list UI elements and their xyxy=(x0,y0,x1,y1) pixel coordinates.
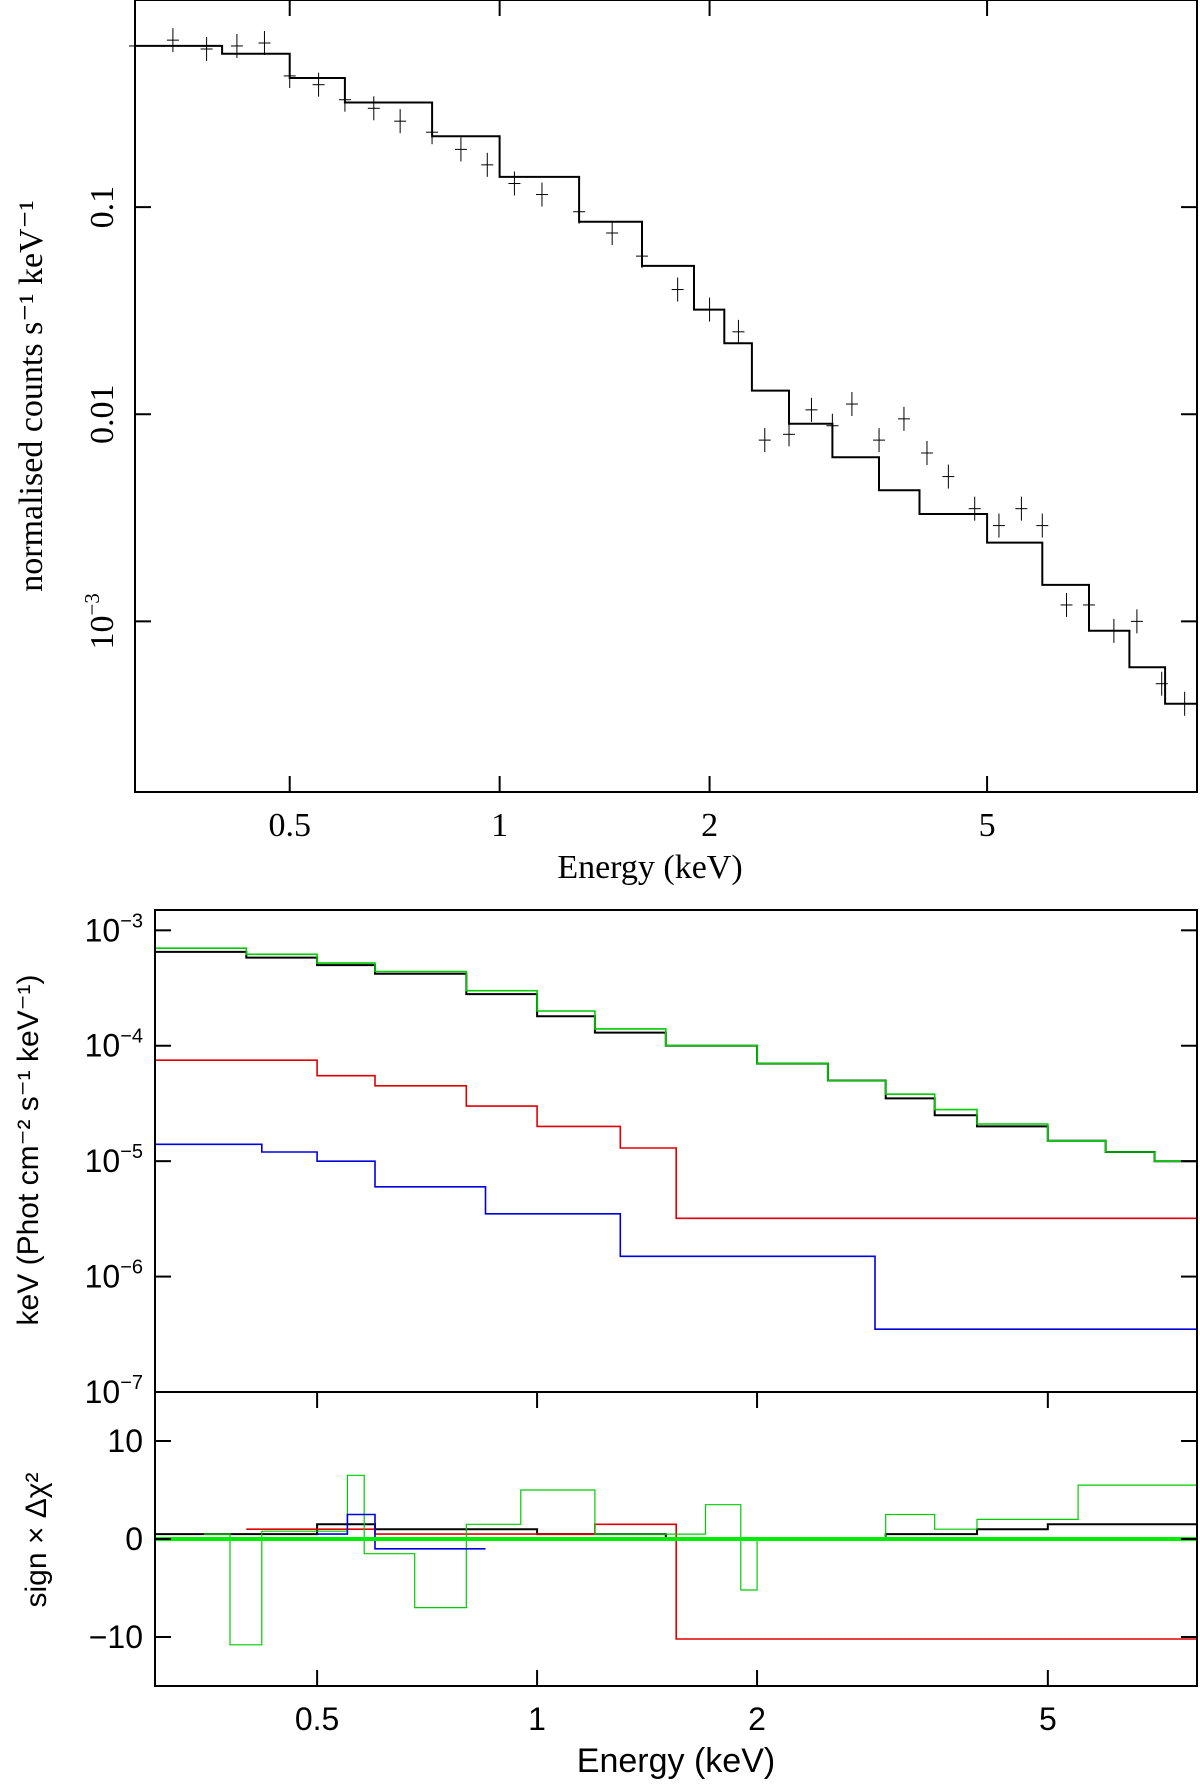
residual-series xyxy=(155,1474,1197,1646)
data-point xyxy=(732,319,745,344)
x-tick-label: 2 xyxy=(701,807,718,844)
unfolded-axis-ticks: 10−7 10−6 10−5 10−4 10−3 xyxy=(85,910,1197,1410)
data-point xyxy=(1130,609,1143,634)
data-point xyxy=(258,30,271,55)
data-point xyxy=(897,406,910,431)
x-tick-label: 2 xyxy=(748,1701,766,1737)
y-tick-label: 0.1 xyxy=(84,186,121,229)
data-point xyxy=(1155,671,1168,696)
data-point xyxy=(635,244,648,269)
data-point xyxy=(826,413,839,438)
green-residuals-line xyxy=(203,1474,1197,1646)
data-point xyxy=(783,422,796,447)
x-tick-label: 5 xyxy=(979,807,996,844)
x-tick-label: 0.5 xyxy=(268,807,311,844)
residuals-x-axis-label: Energy (keV) xyxy=(577,1742,775,1780)
y-tick-label: 0 xyxy=(125,1521,143,1557)
unfolded-series xyxy=(155,947,1198,1330)
data-point xyxy=(200,36,213,61)
y-tick-label: 10−3 xyxy=(85,910,143,948)
y-tick-label: 10−7 xyxy=(85,1372,143,1410)
data-point xyxy=(758,428,771,453)
x-tick-label: 1 xyxy=(528,1701,546,1737)
data-point xyxy=(283,63,296,88)
data-point xyxy=(312,72,325,97)
black-model-line xyxy=(155,950,1198,1167)
y-tick-label: 10−6 xyxy=(85,1257,143,1295)
data-point xyxy=(1107,618,1120,643)
y-tick-label: 10−3 xyxy=(80,593,121,649)
residuals-y-axis-label: sign × Δχ² xyxy=(20,1472,53,1607)
data-point xyxy=(992,513,1005,538)
y-tick-label: 0.01 xyxy=(84,384,121,444)
data-point xyxy=(230,33,243,58)
data-point xyxy=(671,277,684,302)
data-point xyxy=(703,297,716,322)
panel-residuals: 0.5 1 2 5 −10 0 10 Energy (keV) sign × Δχ² xyxy=(20,1391,1198,1780)
data-point xyxy=(968,496,981,521)
data-point xyxy=(508,171,521,196)
residuals-axis-ticks: 0.5 1 2 5 −10 0 10 xyxy=(89,1392,1197,1737)
data-point xyxy=(1178,691,1191,716)
data-point xyxy=(426,120,439,145)
panel-unfolded-spectrum: 10−7 10−6 10−5 10−4 10−3 keV (Phot cm⁻² s⁻¹ … xyxy=(12,909,1198,1410)
counts-plot-frame xyxy=(134,0,1198,793)
x-tick-label: 0.5 xyxy=(295,1701,339,1737)
data-point xyxy=(1015,496,1028,521)
panel-spectrum-counts: 0.5 1 2 5 10−3 0.01 0.1 Energy (keV) normalise… xyxy=(13,0,1198,886)
x-tick-label: 5 xyxy=(1039,1701,1057,1737)
data-point xyxy=(942,464,955,489)
blue-residuals-line xyxy=(317,1513,486,1550)
data-point xyxy=(805,397,818,422)
data-point xyxy=(367,96,380,121)
data-point xyxy=(573,199,586,224)
data-point xyxy=(873,428,886,453)
data-point xyxy=(606,220,619,245)
data-point xyxy=(1060,592,1073,617)
red-residuals-line xyxy=(246,1523,1197,1640)
counts-x-axis-label: Energy (keV) xyxy=(557,849,742,886)
counts-series xyxy=(129,28,1198,767)
data-point xyxy=(338,87,351,112)
red-model-line xyxy=(155,1059,1197,1220)
data-point xyxy=(481,152,494,177)
model-line xyxy=(135,44,1198,767)
unfolded-y-axis-label: keV (Phot cm⁻² s⁻¹ keV⁻¹) xyxy=(12,975,45,1326)
y-tick-label: 10 xyxy=(107,1423,143,1459)
y-tick-label: 10−4 xyxy=(85,1026,143,1064)
blue-model-line xyxy=(155,1143,1197,1330)
data-point xyxy=(454,137,467,162)
counts-axis-ticks: 0.5 1 2 5 10−3 0.01 0.1 xyxy=(80,0,1197,844)
data-point xyxy=(535,182,548,207)
data-point xyxy=(166,28,179,53)
y-tick-label: 10−5 xyxy=(85,1141,143,1179)
data-point xyxy=(394,109,407,134)
counts-y-axis-label: normalised counts s⁻¹ keV⁻¹ xyxy=(13,200,50,592)
data-point xyxy=(1036,513,1049,538)
data-point xyxy=(845,392,858,417)
data-point xyxy=(1082,592,1095,617)
y-tick-label: −10 xyxy=(89,1619,143,1655)
green-model-line xyxy=(155,947,1198,1170)
data-point xyxy=(920,440,933,465)
x-tick-label: 1 xyxy=(491,807,508,844)
